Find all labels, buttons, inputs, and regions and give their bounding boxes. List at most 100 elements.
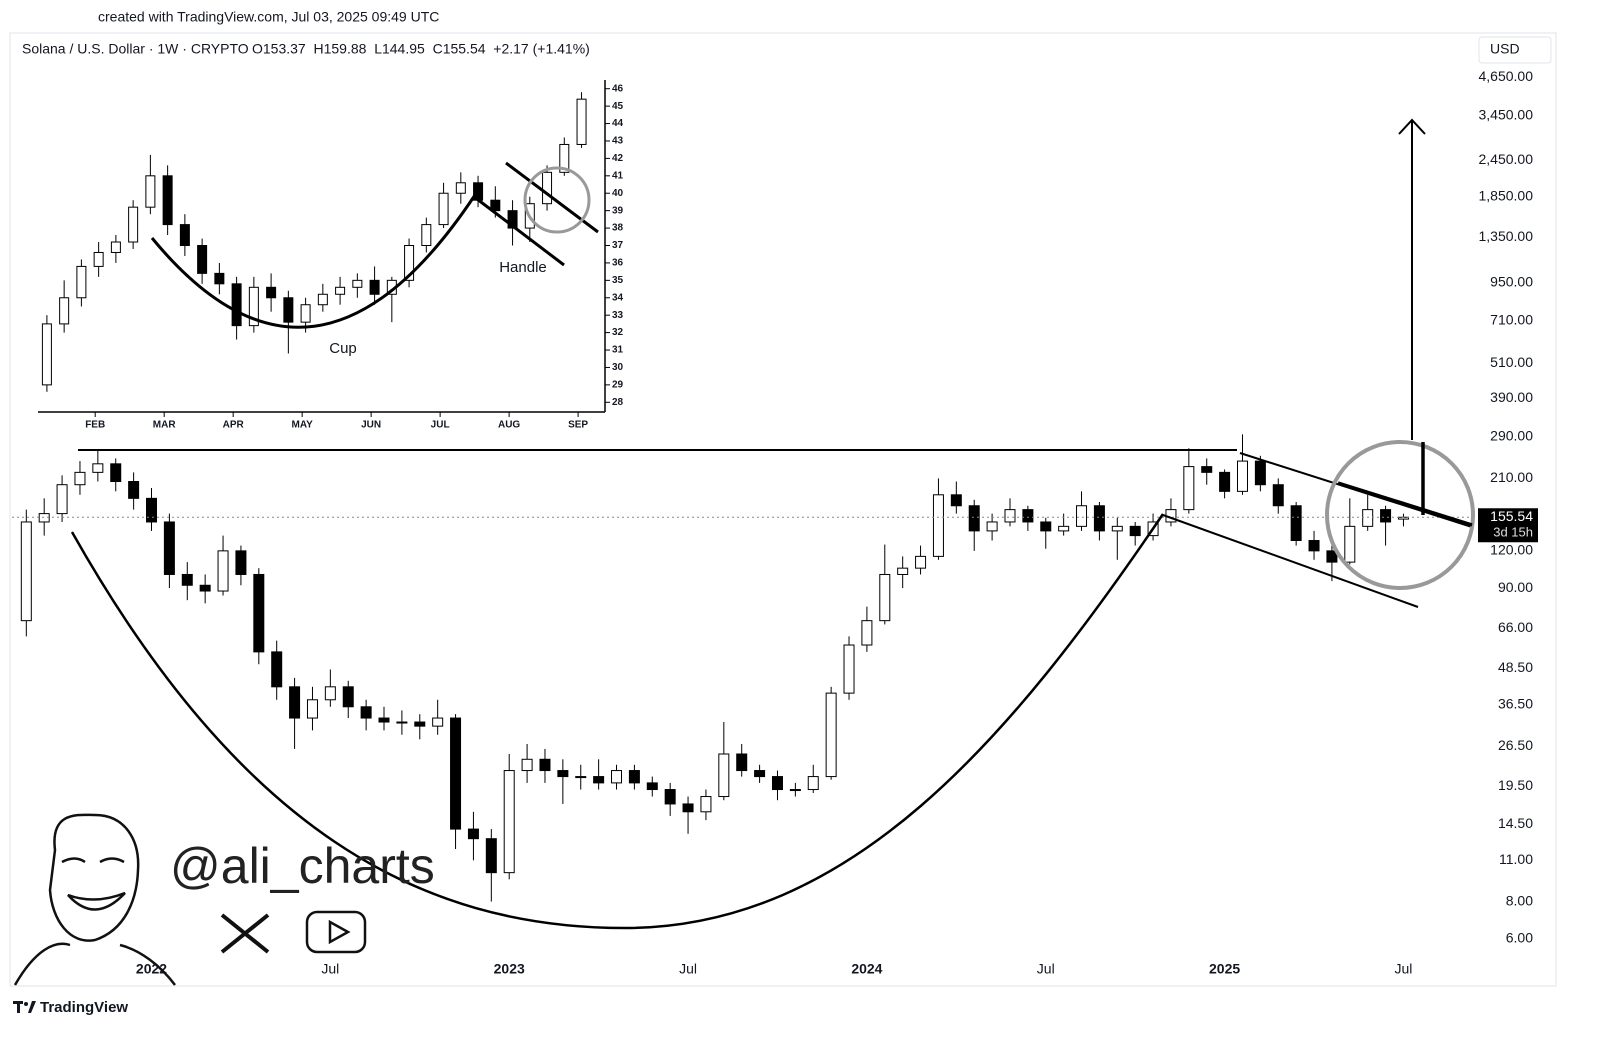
y-tick-label: 3,450.00 (1479, 107, 1534, 123)
candle-body (179, 224, 190, 247)
candle-body (507, 210, 518, 229)
candle-body (789, 789, 801, 792)
y-tick-label: 290.00 (1490, 427, 1533, 443)
x-tick-label: MAY (291, 420, 313, 431)
candle-body (1111, 525, 1123, 532)
candle-body (986, 521, 998, 532)
candle-body (93, 251, 104, 267)
x-tick-label: Jul (321, 961, 339, 977)
candle-body (1380, 509, 1392, 523)
candle-body (438, 192, 449, 226)
candle-body (300, 304, 311, 323)
last-price-box (1478, 508, 1538, 543)
y-tick-label: 41 (612, 170, 624, 181)
candle-body (1236, 460, 1248, 492)
candle-body (369, 279, 380, 295)
cup-curve (70, 513, 1165, 930)
y-tick-label: 510.00 (1490, 354, 1533, 370)
candle-body (1093, 505, 1105, 532)
candle-body (559, 143, 570, 173)
handle-label: Handle (499, 259, 547, 276)
y-tick-label: 36.50 (1498, 696, 1533, 712)
inset-chart: 28 29 30 31 32 33 34 35 36 37 38 39 40 41 42 43 44 45 46 FE… (41, 83, 624, 431)
candle-body (1290, 505, 1302, 541)
y-tick-label: 37 (612, 240, 624, 251)
y-tick-label: 28 (612, 397, 624, 408)
inset-annotations (150, 161, 599, 329)
candle-body (682, 803, 694, 813)
chart-frame (9, 32, 1557, 987)
y-tick-label: 11.00 (1499, 851, 1533, 867)
candle-body (611, 770, 623, 784)
candle-body (74, 471, 86, 486)
logo-dot (24, 1002, 28, 1006)
currency-box[interactable] (1478, 36, 1552, 64)
candle-body (145, 175, 156, 208)
x-tick-label: Jul (679, 961, 697, 977)
candle-body (248, 286, 259, 327)
channel-lower (1162, 514, 1419, 608)
candle-body (539, 758, 551, 772)
candle-body (146, 497, 158, 523)
y-tick-label: 14.50 (1498, 815, 1533, 831)
y-tick-label: 19.50 (1498, 777, 1533, 793)
smile (67, 891, 126, 911)
candle-body (1022, 509, 1034, 523)
y-tick-label: 36 (612, 258, 624, 269)
candle-body (718, 753, 730, 798)
main-annotations (70, 118, 1475, 930)
candle-body (217, 550, 229, 592)
y-tick-label: 390.00 (1490, 389, 1533, 405)
candle-body (231, 283, 242, 327)
candle-body (932, 494, 944, 557)
candle-body (342, 686, 354, 708)
candle-body (1326, 550, 1338, 563)
candle-body (92, 463, 104, 473)
breakout-circle (523, 166, 591, 234)
footer-brand: TradingView (40, 999, 128, 1016)
candle-body (289, 686, 301, 719)
candle-body (271, 651, 283, 688)
ohlc-info: O153.37 H159.88 L144.95 C155.54 +2.17 (+… (252, 41, 590, 57)
candle-body (879, 573, 891, 622)
x-icon (220, 913, 270, 954)
y-tick-label: 120.00 (1490, 542, 1533, 558)
candle-body (950, 494, 962, 507)
y-tick-label: 40 (612, 188, 624, 199)
y-tick-label: 6.00 (1506, 930, 1533, 946)
candle-body (41, 323, 52, 386)
currency: USD (1490, 41, 1520, 57)
y-tick-label: 30 (612, 362, 624, 373)
candle-body (490, 199, 501, 212)
footer-logo (13, 1001, 36, 1013)
candle-body (1183, 466, 1195, 511)
y-tick-label: 26.50 (1498, 737, 1533, 753)
logo-slash (28, 1001, 36, 1013)
y-tick-label: 33 (612, 310, 624, 321)
candle-body (1201, 466, 1213, 473)
x-tick-label: JUL (431, 420, 450, 431)
x-tick-label: FEB (85, 420, 105, 431)
candle-body (432, 717, 444, 727)
candle-body (324, 686, 336, 701)
inset-background (25, 68, 643, 436)
x-tick-label: 2025 (1209, 961, 1240, 977)
candle-body (266, 286, 277, 299)
x-tick-label: Jul (1395, 961, 1413, 977)
candle-body (306, 699, 318, 719)
y-tick-label: 29 (612, 380, 624, 391)
candle-body (700, 796, 712, 813)
candle-body (771, 776, 783, 791)
candle-body (335, 286, 346, 295)
candle-body (503, 770, 515, 874)
eyes (61, 857, 125, 864)
x-tick-label: 2023 (494, 961, 525, 977)
candle-body (754, 770, 766, 778)
candle-body (352, 279, 363, 288)
candle-body (181, 573, 193, 586)
candle-body (485, 838, 497, 874)
candle-body (421, 224, 432, 247)
candle-body (664, 789, 676, 805)
candle-body (162, 175, 173, 226)
candle-body (56, 484, 68, 515)
